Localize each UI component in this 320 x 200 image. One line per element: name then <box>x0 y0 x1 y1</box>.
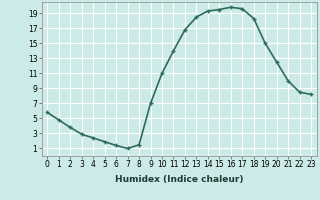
X-axis label: Humidex (Indice chaleur): Humidex (Indice chaleur) <box>115 175 244 184</box>
